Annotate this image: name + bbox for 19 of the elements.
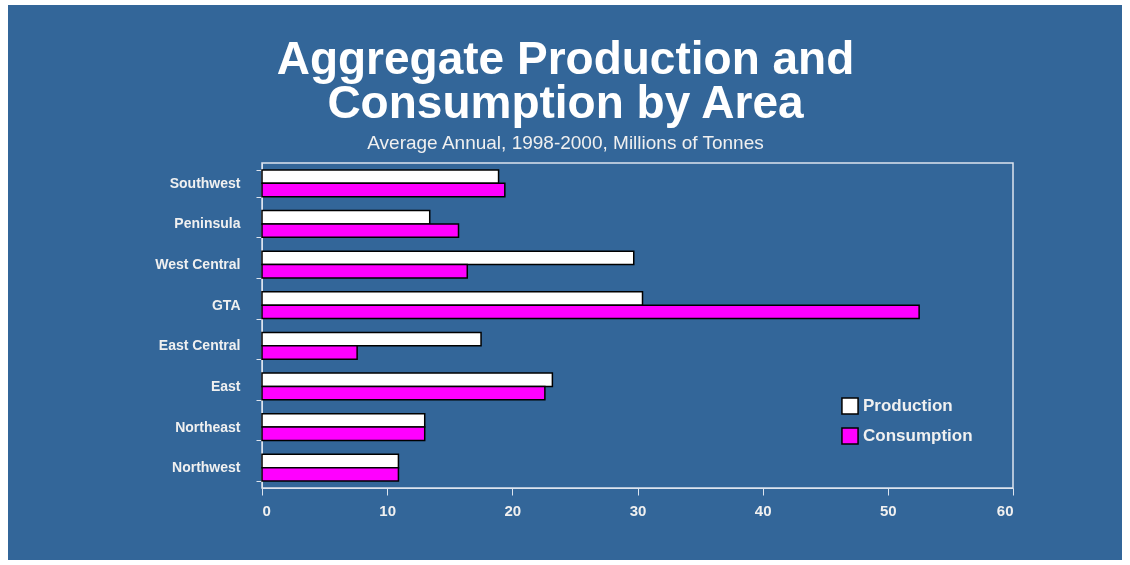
y-tick-label: Northeast [175, 418, 241, 435]
y-tick-label: East [210, 377, 241, 394]
x-tick-label: 30 [629, 501, 647, 519]
x-tick-label: 0 [262, 501, 271, 519]
x-tick-label: 50 [879, 501, 897, 519]
y-tick-label: West Central [155, 256, 241, 273]
y-tick-label: Northwest [172, 459, 241, 476]
x-tick-label: 20 [504, 501, 522, 519]
y-tick-label: Southwest [169, 174, 241, 191]
y-tick-label: East Central [158, 337, 241, 354]
chart-subtitle: Average Annual, 1998-2000, Millions of Tonnes [367, 132, 764, 153]
x-tick-label: 10 [379, 501, 397, 519]
chart-title: Aggregate Production and Consumption by Area [276, 32, 855, 128]
y-tick-label: GTA [211, 296, 241, 313]
x-tick-label: 40 [754, 501, 772, 519]
x-tick-label: 60 [996, 501, 1014, 519]
y-tick-label: Peninsula [174, 215, 241, 232]
legend-label: Production [863, 396, 953, 415]
legend-label: Consumption [863, 426, 973, 445]
